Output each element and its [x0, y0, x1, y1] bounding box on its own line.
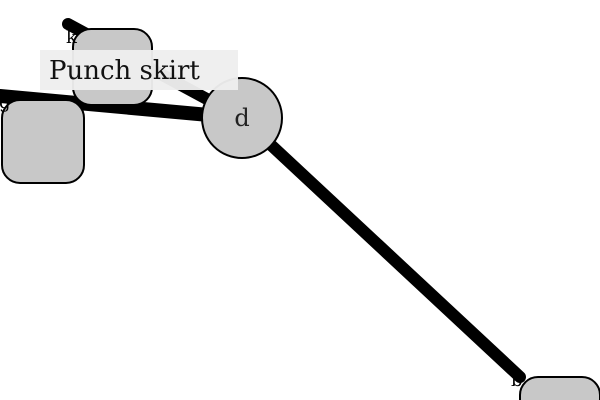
edge-label-bottom-right: b	[511, 370, 523, 391]
node-bottom-right-shape	[519, 376, 600, 400]
node-center-label: d	[234, 104, 249, 132]
node-center[interactable]: d	[201, 77, 283, 159]
tooltip-background	[40, 50, 238, 90]
edge-label-top-left: k	[66, 27, 78, 48]
edge-center-to-bottom-right	[236, 112, 526, 383]
tooltip-text: Punch skirt	[49, 56, 200, 86]
node-center-shape	[201, 77, 283, 159]
edge-label-left: g	[0, 92, 11, 113]
node-left-shape	[1, 99, 85, 184]
node-bottom-right[interactable]	[519, 376, 600, 400]
node-left[interactable]	[1, 99, 85, 184]
tooltip: Punch skirt	[40, 50, 238, 90]
